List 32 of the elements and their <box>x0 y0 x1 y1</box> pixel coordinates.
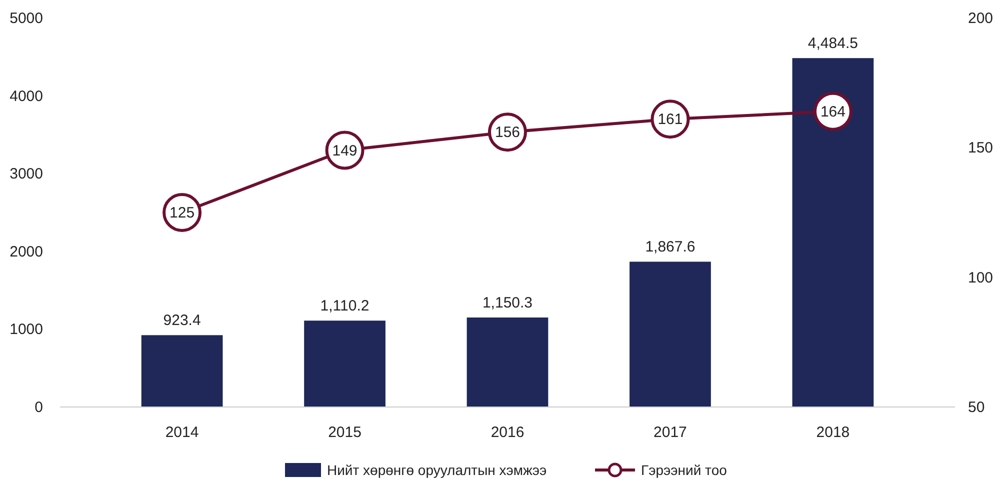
y-tick-label: 3000 <box>10 166 43 183</box>
bar <box>304 320 386 407</box>
data-label: 149 <box>332 142 358 160</box>
bar <box>466 318 548 407</box>
x-tick-label: 2017 <box>654 424 687 441</box>
y-tick-label: 2000 <box>10 243 43 260</box>
bar <box>141 335 223 407</box>
data-label: 1,150.3 <box>482 294 533 312</box>
x-tick-label: 2016 <box>490 424 524 441</box>
y-tick-label: 5000 <box>10 10 43 27</box>
legend-label: Гэрээний тоо <box>641 462 728 478</box>
x-tick-label: 2015 <box>328 424 362 441</box>
data-label: 164 <box>820 103 846 120</box>
data-label: 923.4 <box>163 312 201 330</box>
x-tick-label: 2018 <box>816 424 850 441</box>
legend-label: Нийт хөрөнгө оруулалтын хэмжээ <box>327 462 547 478</box>
data-label: 4,484.5 <box>808 35 858 52</box>
y2-tick-label: 150 <box>968 140 994 157</box>
bar <box>792 58 874 407</box>
x-tick-label: 2014 <box>165 424 199 441</box>
y2-tick-label: 50 <box>968 399 985 416</box>
bar <box>630 262 711 407</box>
y2-tick-label: 100 <box>968 269 994 286</box>
y-tick-label: 4000 <box>10 88 43 105</box>
data-label: 1,867.6 <box>645 238 696 256</box>
data-label: 156 <box>494 124 520 142</box>
data-label: 1,110.2 <box>320 298 370 315</box>
data-label: 125 <box>170 204 195 222</box>
y2-tick-label: 200 <box>968 10 994 27</box>
data-label: 161 <box>658 111 683 128</box>
y-tick-label: 1000 <box>10 321 43 338</box>
y-tick-label: 0 <box>34 399 43 416</box>
